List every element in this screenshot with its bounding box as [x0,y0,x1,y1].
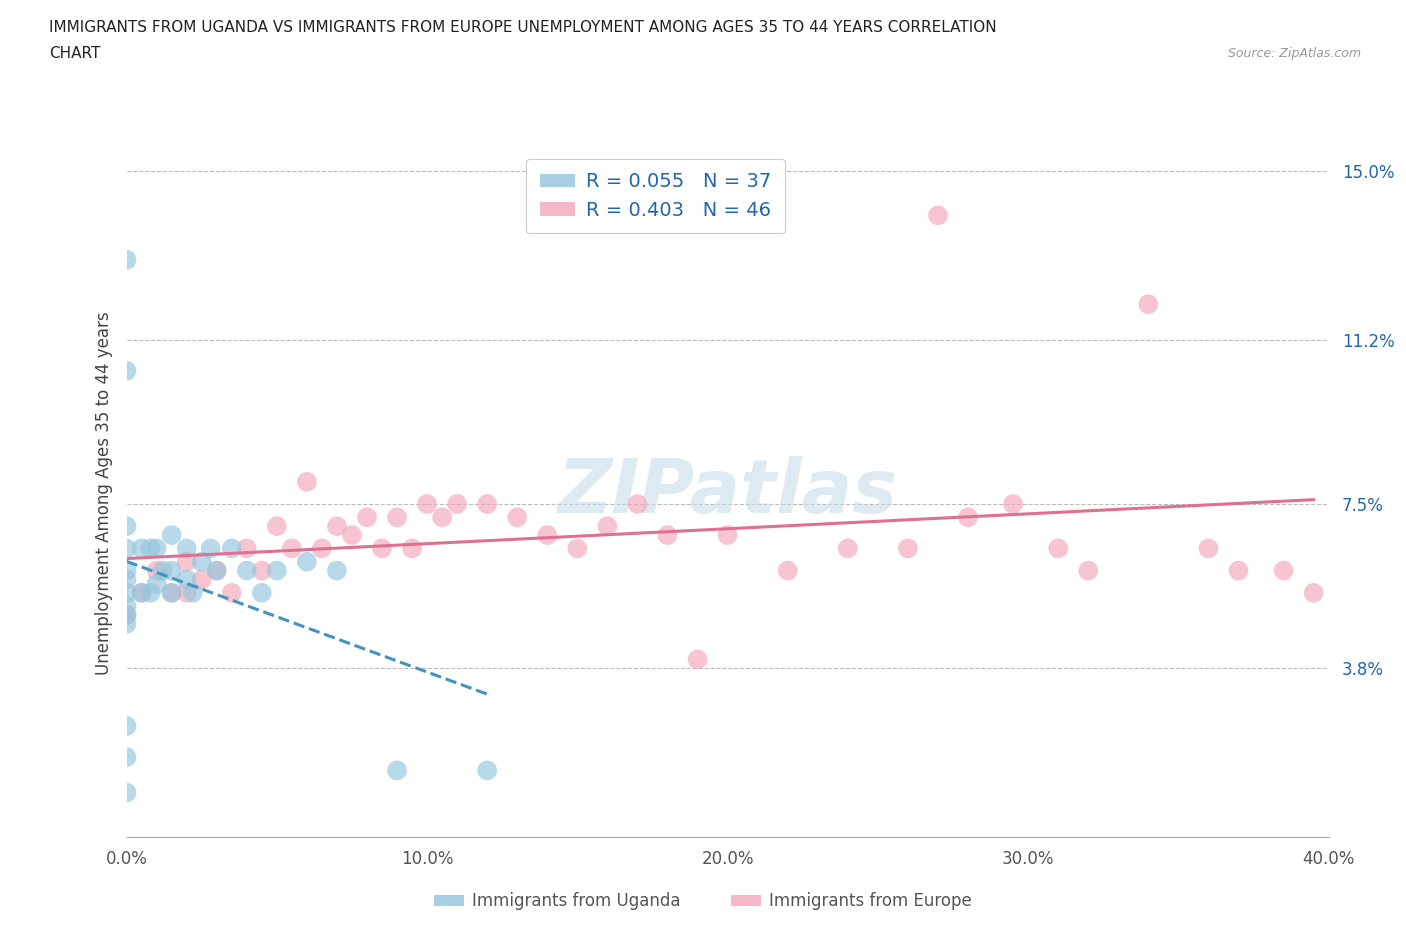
Point [205,564,228,578]
Point [139,541,162,556]
Point [1077,564,1099,578]
Point [897,541,920,556]
Point [200,541,222,556]
Point [506,510,529,525]
Point [115,607,138,622]
Point [1137,297,1160,312]
Point [160,564,183,578]
Point [356,510,378,525]
Point [250,585,273,600]
Point [235,564,259,578]
Point [131,541,153,556]
Y-axis label: Unemployment Among Ages 35 to 44 years: Unemployment Among Ages 35 to 44 years [94,312,112,674]
Point [266,519,288,534]
Point [176,554,198,569]
Point [115,750,138,764]
Point [446,497,468,512]
Point [115,599,138,614]
Legend: Immigrants from Uganda, Immigrants from Europe: Immigrants from Uganda, Immigrants from … [427,885,979,917]
Text: CHART: CHART [49,46,101,61]
Point [160,527,183,542]
Text: Source: ZipAtlas.com: Source: ZipAtlas.com [1227,46,1361,60]
Point [115,519,138,534]
Point [430,510,453,525]
Point [956,510,979,525]
Legend: R = 0.055   N = 37, R = 0.403   N = 46: R = 0.055 N = 37, R = 0.403 N = 46 [526,158,785,233]
Point [1197,541,1219,556]
Point [475,763,498,777]
Point [152,564,174,578]
Point [115,564,138,578]
Point [385,510,408,525]
Point [567,541,589,556]
Point [115,719,138,734]
Point [235,541,259,556]
Point [115,585,138,600]
Point [176,572,198,587]
Point [281,541,304,556]
Point [190,572,212,587]
Point [596,519,619,534]
Point [1302,585,1324,600]
Point [340,527,363,542]
Point [326,519,349,534]
Point [115,252,138,267]
Point [115,607,138,622]
Point [115,617,138,631]
Point [475,497,498,512]
Point [115,541,138,556]
Point [716,527,740,542]
Point [131,585,153,600]
Point [1272,564,1295,578]
Point [181,585,204,600]
Point [131,585,153,600]
Point [145,564,167,578]
Point [401,541,423,556]
Point [266,564,288,578]
Point [776,564,799,578]
Point [326,564,349,578]
Point [160,585,183,600]
Point [311,541,333,556]
Point [145,541,167,556]
Point [205,564,228,578]
Point [295,474,318,489]
Point [176,585,198,600]
Text: IMMIGRANTS FROM UGANDA VS IMMIGRANTS FROM EUROPE UNEMPLOYMENT AMONG AGES 35 TO 4: IMMIGRANTS FROM UGANDA VS IMMIGRANTS FRO… [49,20,997,35]
Point [160,585,183,600]
Point [295,554,318,569]
Point [626,497,648,512]
Point [686,652,709,667]
Point [115,785,138,800]
Point [176,541,198,556]
Point [1227,564,1250,578]
Point [1002,497,1025,512]
Point [1047,541,1070,556]
Point [115,364,138,379]
Point [250,564,273,578]
Point [536,527,558,542]
Point [371,541,394,556]
Point [221,585,243,600]
Point [221,541,243,556]
Point [416,497,439,512]
Point [657,527,679,542]
Point [837,541,859,556]
Point [190,554,212,569]
Point [385,763,408,777]
Point [145,577,167,591]
Text: ZIPatlas: ZIPatlas [558,457,897,529]
Point [139,585,162,600]
Point [927,208,949,223]
Point [115,572,138,587]
